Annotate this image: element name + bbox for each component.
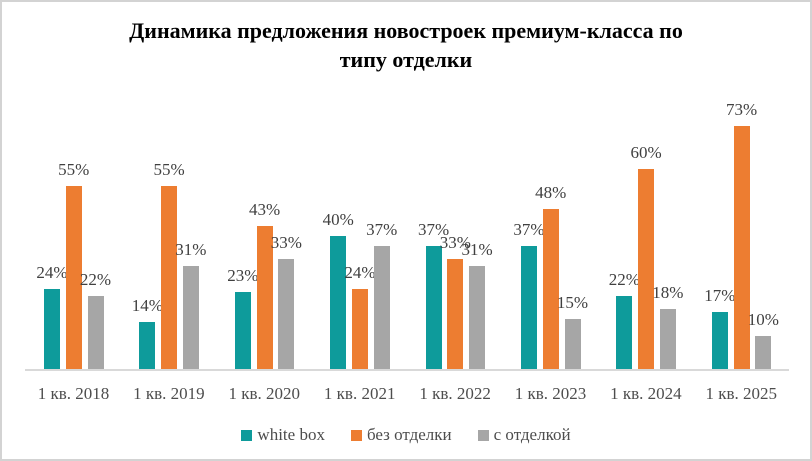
data-label: 60%	[630, 143, 662, 162]
bar-без-отделки	[161, 186, 178, 369]
bar-white-box	[521, 246, 537, 369]
legend-item-без-отделки: без отделки	[350, 425, 452, 445]
bar-white-box	[44, 289, 60, 369]
bar-с-отделкой	[469, 266, 486, 369]
bar-без-отделки	[542, 209, 559, 369]
data-label: 40%	[322, 210, 354, 229]
x-axis-line	[25, 369, 789, 371]
data-label: 55%	[153, 160, 185, 179]
data-label: 22%	[79, 270, 112, 289]
x-axis-label: 1 кв. 2020	[228, 384, 301, 403]
data-label: 33%	[270, 233, 302, 252]
bar-без-отделки	[65, 186, 82, 369]
data-label: 37%	[418, 220, 450, 239]
bar-без-отделки	[351, 289, 368, 369]
data-label: 33%	[439, 233, 471, 252]
bar-с-отделкой	[659, 309, 676, 369]
legend-label: white box	[257, 425, 325, 444]
x-axis-label: 1 кв. 2021	[323, 384, 396, 403]
data-label: 37%	[366, 220, 398, 239]
bar-white-box	[139, 322, 156, 369]
x-axis-label: 1 кв. 2019	[133, 384, 205, 403]
legend: white box без отделки с отделкой	[2, 425, 810, 445]
bar-white-box	[711, 312, 728, 369]
bar-с-отделкой	[564, 319, 581, 369]
data-label: 55%	[58, 160, 90, 179]
bar-с-отделкой	[182, 266, 199, 369]
x-axis-label: 1 кв. 2024	[610, 384, 682, 403]
legend-marker-icon	[477, 429, 489, 441]
x-axis-label: 1 кв. 2018	[37, 384, 110, 403]
bar-с-отделкой	[755, 336, 772, 369]
bar-white-box	[616, 296, 633, 369]
data-label: 48%	[535, 183, 567, 202]
chart-title: Динамика предложения новостроек премиум-…	[2, 16, 810, 74]
bar-white-box	[234, 292, 251, 369]
data-label: 24%	[36, 263, 68, 282]
bar-без-отделки	[638, 169, 655, 369]
bar-без-отделки	[447, 259, 464, 369]
data-label: 31%	[175, 240, 207, 259]
legend-marker-icon	[241, 429, 253, 441]
x-axis-label: 1 кв. 2022	[419, 384, 491, 403]
data-label: 10%	[747, 310, 779, 329]
chart-title-line-1: Динамика предложения новостроек премиум-…	[129, 18, 683, 43]
data-label: 24%	[344, 263, 376, 282]
x-axis-label: 1 кв. 2023	[514, 384, 587, 403]
bar-с-отделкой	[278, 259, 295, 369]
data-label: 15%	[556, 293, 589, 312]
bar-без-отделки	[733, 126, 750, 369]
data-label: 14%	[131, 296, 163, 315]
legend-marker-icon	[350, 429, 362, 441]
data-label: 31%	[461, 240, 493, 259]
data-label: 73%	[725, 100, 758, 119]
bar-white-box	[425, 246, 442, 369]
legend-label: без отделки	[366, 425, 452, 444]
data-label: 43%	[248, 200, 281, 219]
bar-с-отделкой	[373, 246, 390, 369]
bar-без-отделки	[256, 226, 273, 369]
data-label: 18%	[652, 283, 684, 302]
legend-item-с-отделкой: с отделкой	[477, 425, 571, 445]
data-label: 22%	[608, 270, 640, 289]
bar-с-отделкой	[87, 296, 104, 369]
chart-title-line-2: типу отделки	[339, 47, 473, 72]
x-axis-label: 1 кв. 2025	[705, 384, 778, 403]
data-label: 37%	[513, 220, 545, 239]
legend-item-white-box: white box	[241, 425, 325, 445]
data-label: 17%	[704, 286, 736, 305]
legend-label: с отделкой	[493, 425, 571, 444]
bar-white-box	[330, 236, 347, 369]
data-label: 23%	[227, 266, 259, 285]
